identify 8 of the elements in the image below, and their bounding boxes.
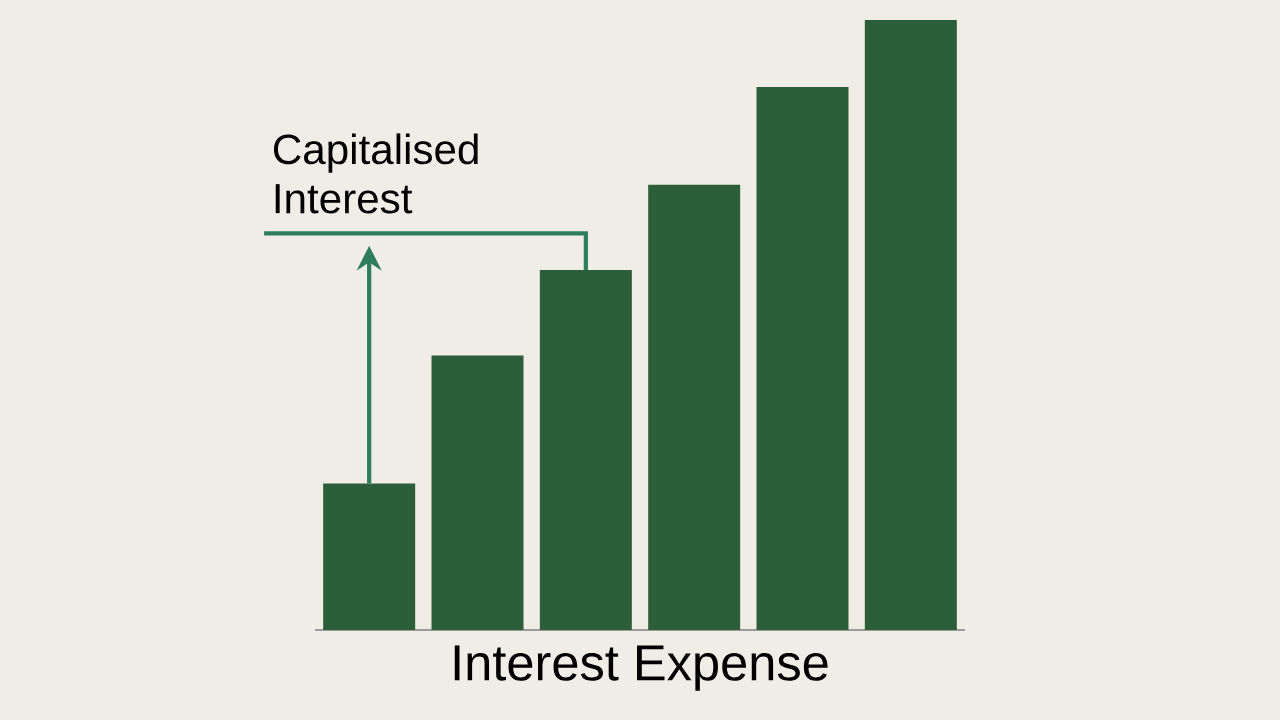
annotation: Capitalised Interest [273,133,478,214]
bar [431,355,524,630]
bar [323,483,416,630]
bar [539,270,632,630]
bar [756,87,849,630]
bar [864,19,957,630]
x-axis-title: Interest Expense [454,645,828,691]
bar [648,184,741,630]
